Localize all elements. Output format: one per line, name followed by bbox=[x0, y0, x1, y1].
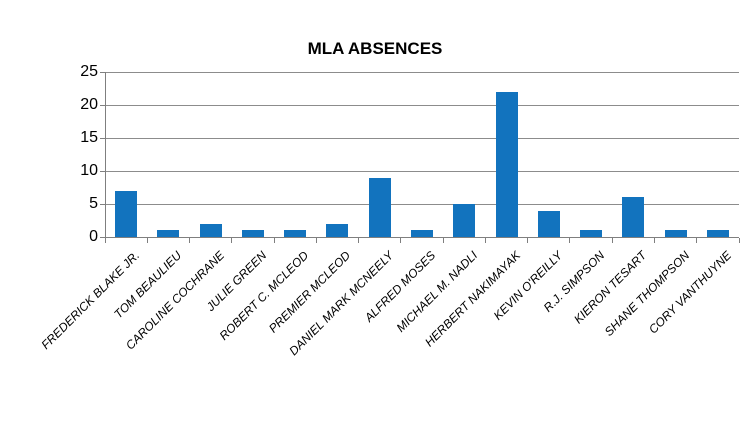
bar bbox=[411, 230, 433, 237]
x-axis-tick bbox=[611, 238, 613, 243]
gridline bbox=[105, 104, 739, 106]
y-axis-label: 10 bbox=[80, 162, 98, 179]
y-axis-label: 25 bbox=[80, 63, 98, 80]
y-axis-line bbox=[105, 72, 106, 238]
y-axis-tick bbox=[100, 203, 105, 205]
x-axis-line bbox=[105, 237, 739, 238]
x-axis-tick bbox=[400, 238, 402, 243]
bar bbox=[284, 230, 307, 237]
x-axis-tick bbox=[696, 238, 698, 243]
x-axis-tick bbox=[273, 238, 275, 243]
y-axis-tick bbox=[100, 170, 105, 172]
x-axis-tick bbox=[653, 238, 655, 243]
bar bbox=[622, 197, 645, 237]
gridline bbox=[105, 137, 739, 139]
x-axis-tick bbox=[189, 238, 191, 243]
bar bbox=[453, 204, 476, 237]
x-axis-tick bbox=[231, 238, 233, 243]
x-axis-tick bbox=[315, 238, 317, 243]
bar bbox=[580, 230, 603, 237]
x-axis-tick bbox=[484, 238, 486, 243]
x-axis-tick bbox=[738, 238, 740, 243]
bar bbox=[664, 230, 687, 237]
x-axis-tick bbox=[569, 238, 571, 243]
bar bbox=[241, 230, 264, 237]
x-axis-tick bbox=[358, 238, 360, 243]
chart-title: MLA ABSENCES bbox=[307, 39, 443, 58]
bar bbox=[495, 91, 518, 237]
bar bbox=[326, 223, 349, 237]
bar bbox=[157, 230, 180, 237]
bar bbox=[706, 230, 729, 237]
y-axis-label: 20 bbox=[80, 96, 98, 113]
y-axis-tick bbox=[100, 137, 105, 139]
y-axis-tick bbox=[100, 236, 105, 238]
y-axis-tick bbox=[100, 71, 105, 73]
y-axis-tick bbox=[100, 104, 105, 106]
bar bbox=[199, 223, 222, 237]
y-axis-label: 5 bbox=[89, 195, 98, 212]
bar bbox=[537, 210, 560, 237]
x-axis-tick bbox=[146, 238, 148, 243]
bar bbox=[368, 177, 391, 237]
gridline bbox=[105, 71, 739, 73]
x-axis-tick bbox=[442, 238, 444, 243]
bar bbox=[115, 190, 138, 237]
gridline bbox=[105, 170, 739, 172]
x-axis-tick bbox=[527, 238, 529, 243]
y-axis-label: 0 bbox=[89, 228, 98, 245]
y-axis-label: 15 bbox=[80, 129, 98, 146]
gridline bbox=[105, 203, 739, 205]
x-axis-tick bbox=[104, 238, 106, 243]
